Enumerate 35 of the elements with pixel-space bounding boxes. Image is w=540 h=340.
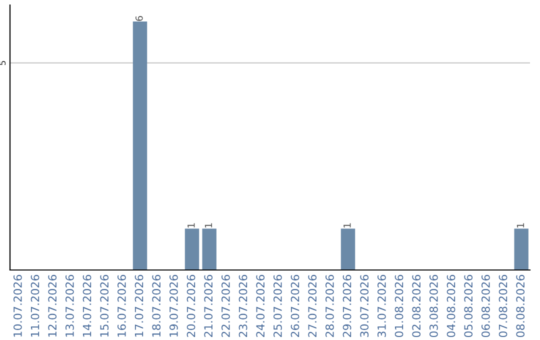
x-tick-label: 02.08.2026: [412, 274, 421, 338]
x-tick-label: 28.07.2026: [325, 274, 334, 337]
data-label: 1: [188, 223, 195, 228]
data-label: 6: [135, 16, 143, 21]
x-tick-label: 16.07.2026: [117, 274, 126, 337]
x-tick-label: 25.07.2026: [273, 274, 282, 337]
x-tick-label: 13.07.2026: [65, 274, 74, 337]
x-tick-label: 05.08.2026: [464, 274, 473, 338]
x-tick-label: 12.07.2026: [48, 274, 57, 337]
x-tick-label: 29.07.2026: [342, 274, 352, 337]
x-tick-label: 11.07.2026: [30, 274, 40, 337]
x-tick-label: 18.07.2026: [152, 274, 161, 337]
x-tick-label: 31.07.2026: [377, 274, 386, 337]
x-tick-label: 27.07.2026: [308, 274, 317, 337]
x-tick-label: 21.07.2026: [204, 274, 213, 337]
x-tick-label: 24.07.2026: [256, 274, 265, 337]
x-tick-label: 20.07.2026: [186, 274, 196, 337]
x-tick-label: 19.07.2026: [169, 274, 178, 337]
x-tick-label: 30.07.2026: [360, 274, 369, 337]
x-tick-label: 07.08.2026: [498, 274, 508, 338]
x-tick-label: 08.08.2026: [516, 274, 525, 338]
x-tick-label: 14.07.2026: [82, 274, 92, 337]
x-tick-label: 01.08.2026: [394, 274, 404, 338]
x-tick-label: 10.07.2026: [13, 274, 22, 337]
x-tick-label: 04.08.2026: [446, 274, 456, 338]
x-tick-label: 23.07.2026: [238, 274, 248, 337]
data-label: 1: [204, 223, 212, 228]
x-tick-label: 22.07.2026: [221, 274, 230, 337]
data-label: 1: [344, 223, 351, 228]
data-label: 1: [516, 223, 524, 228]
x-tick-label: 06.08.2026: [481, 274, 490, 338]
x-tick-label: 17.07.2026: [134, 274, 144, 337]
x-tick-label: 26.07.2026: [290, 274, 300, 337]
x-tick-label: 03.08.2026: [429, 274, 438, 338]
x-tick-label: 15.07.2026: [100, 274, 109, 337]
